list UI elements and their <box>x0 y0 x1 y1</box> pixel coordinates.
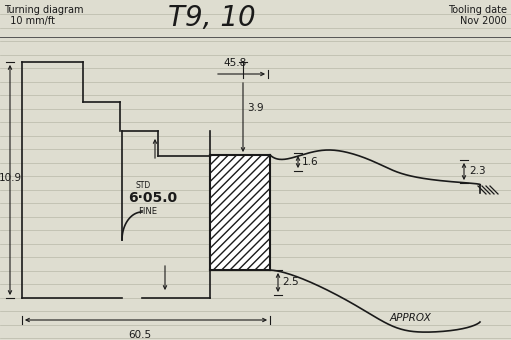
Text: Tooling date: Tooling date <box>448 5 507 15</box>
Text: 60.5: 60.5 <box>128 330 152 340</box>
Text: FINE: FINE <box>138 207 157 217</box>
Text: T9, 10: T9, 10 <box>168 4 256 32</box>
Text: APPROX: APPROX <box>389 313 431 323</box>
Text: 1.6: 1.6 <box>302 157 319 167</box>
Text: 2.5: 2.5 <box>282 277 298 287</box>
Text: Nov 2000: Nov 2000 <box>460 16 507 26</box>
Text: 10.9: 10.9 <box>0 173 21 183</box>
Bar <box>210 155 270 270</box>
Text: 3.9: 3.9 <box>247 103 264 113</box>
Text: 45.8: 45.8 <box>223 58 246 68</box>
Text: 6·05.0: 6·05.0 <box>128 191 177 205</box>
Text: STD: STD <box>135 181 150 189</box>
Text: Turning diagram: Turning diagram <box>4 5 83 15</box>
Text: 2.3: 2.3 <box>469 167 485 176</box>
Text: 10 mm/ft: 10 mm/ft <box>4 16 55 26</box>
